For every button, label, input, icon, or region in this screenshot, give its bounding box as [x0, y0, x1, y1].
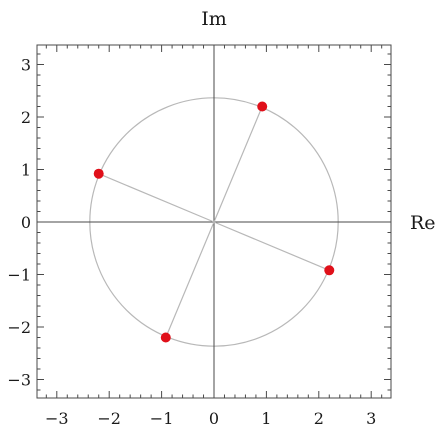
y-tick-label: −3 — [7, 371, 31, 390]
x-tick-label: 3 — [366, 409, 376, 428]
ticks-layer — [37, 45, 391, 398]
spokes-layer — [98, 106, 330, 338]
y-tick-label: 3 — [21, 56, 31, 75]
points-layer — [93, 101, 335, 343]
spoke-line-1 — [213, 106, 263, 223]
x-tick-label: 1 — [261, 409, 271, 428]
spoke-line-2 — [98, 173, 215, 223]
y-tick-label: 0 — [21, 213, 31, 232]
y-tick-label: −1 — [7, 266, 31, 285]
y-tick-label: 1 — [21, 161, 31, 180]
data-point-1 — [257, 101, 268, 112]
data-point-2 — [93, 168, 104, 179]
x-tick-label: −2 — [97, 409, 121, 428]
data-point-4 — [324, 265, 335, 276]
y-axis-title: Im — [201, 8, 227, 30]
spoke-line-4 — [213, 221, 330, 271]
x-tick-label: −1 — [150, 409, 174, 428]
x-tick-label: 2 — [314, 409, 324, 428]
data-point-3 — [160, 332, 171, 343]
x-tick-label: −3 — [45, 409, 69, 428]
y-tick-label: 2 — [21, 108, 31, 127]
x-axis-title: Re — [410, 212, 436, 234]
tick-labels-layer: −3 −2 −1 0 1 2 3 −3 −2 −1 0 1 2 3 — [7, 56, 376, 429]
x-tick-label: 0 — [209, 409, 219, 428]
spoke-line-3 — [165, 221, 215, 338]
y-tick-label: −2 — [7, 318, 31, 337]
